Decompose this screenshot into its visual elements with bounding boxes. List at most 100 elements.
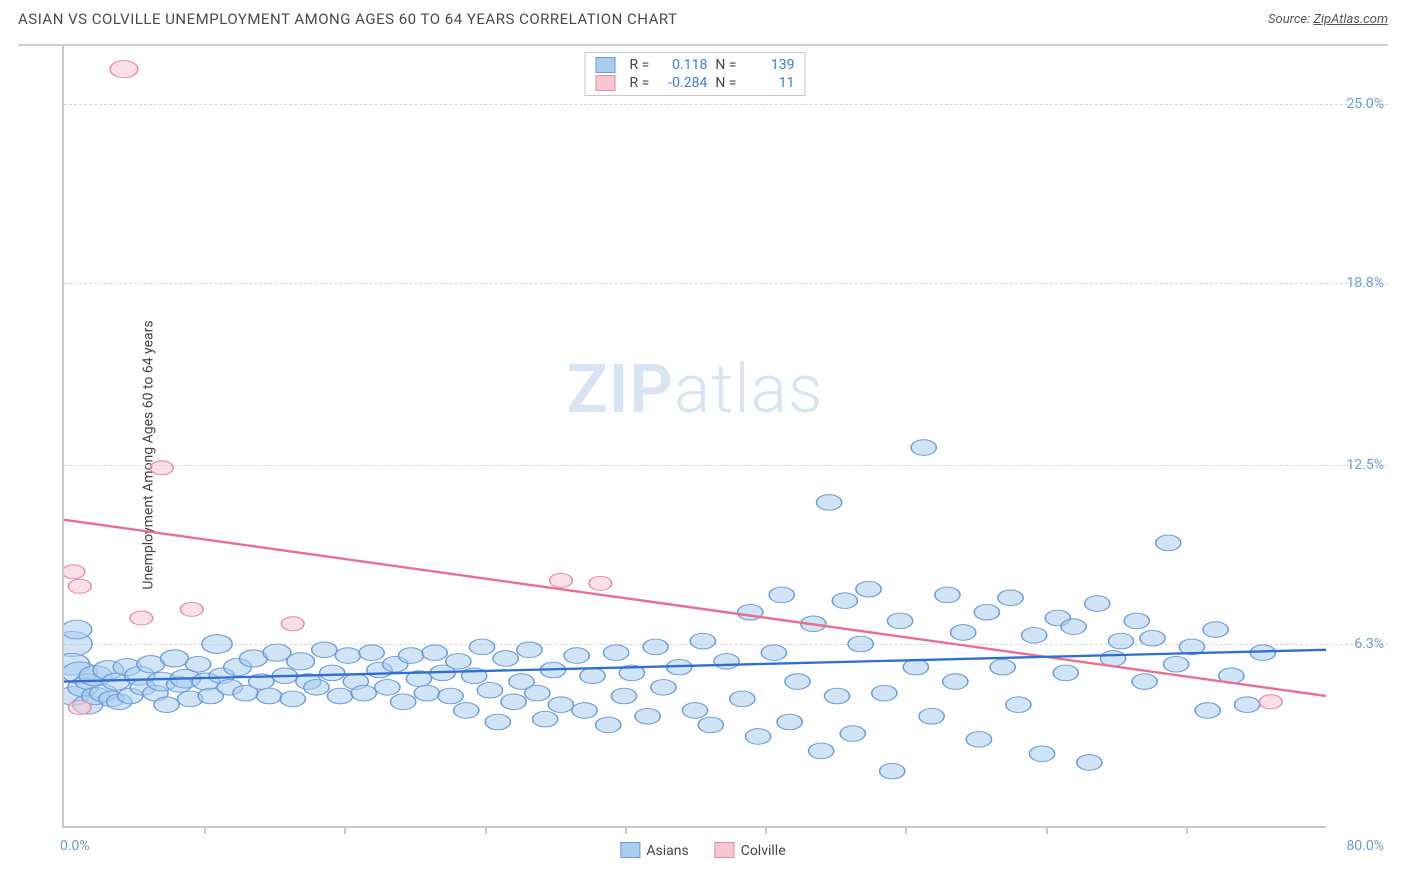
y-tick-label: 6.3% — [1354, 636, 1384, 652]
r-value: -0.284 — [657, 75, 707, 91]
legend-item: Asians — [620, 842, 688, 859]
scatter-point — [998, 590, 1023, 606]
scatter-point — [414, 685, 439, 701]
legend-swatch-icon — [715, 842, 735, 858]
legend-series: Asians Colville — [620, 842, 785, 859]
scatter-point — [785, 674, 810, 690]
scatter-point — [454, 703, 479, 719]
scatter-point — [64, 620, 92, 639]
x-min-label: 0.0% — [60, 838, 90, 854]
scatter-point — [501, 694, 526, 710]
scatter-point — [304, 680, 329, 696]
scatter-point — [64, 565, 85, 579]
scatter-point — [580, 668, 605, 684]
scatter-point — [1085, 596, 1110, 612]
scatter-point — [1195, 703, 1220, 719]
scatter-point — [185, 656, 210, 672]
scatter-point — [1108, 633, 1133, 649]
scatter-point — [809, 743, 834, 759]
scatter-point — [1164, 656, 1189, 672]
scatter-point — [391, 694, 416, 710]
scatter-point — [312, 642, 337, 658]
scatter-point — [1156, 535, 1181, 551]
scatter-point — [68, 579, 91, 593]
legend-label: Asians — [646, 843, 688, 859]
x-tick — [625, 826, 627, 834]
n-value: 11 — [744, 75, 794, 91]
legend-stats-row: R = 0.118 N = 139 — [596, 56, 795, 74]
scatter-point — [280, 691, 305, 707]
scatter-point — [1029, 746, 1054, 762]
y-tick-label: 25.0% — [1346, 96, 1384, 112]
scatter-point — [816, 495, 841, 511]
scatter-point — [974, 604, 999, 620]
scatter-point — [281, 617, 304, 631]
scatter-point — [848, 636, 873, 652]
scatter-point — [777, 714, 802, 730]
scatter-point — [690, 633, 715, 649]
scatter-point — [943, 674, 968, 690]
source-label: Source: — [1268, 12, 1313, 27]
x-tick — [485, 826, 487, 834]
scatter-point — [525, 685, 550, 701]
scatter-point — [68, 701, 91, 715]
scatter-point — [1140, 630, 1165, 646]
legend-label: Colville — [741, 843, 786, 859]
scatter-point — [872, 685, 897, 701]
legend-swatch-icon — [620, 842, 640, 858]
x-tick — [344, 826, 346, 834]
scatter-point — [154, 697, 179, 713]
scatter-point — [1235, 697, 1260, 713]
scatter-point — [919, 708, 944, 724]
scatter-point — [1203, 622, 1228, 638]
scatter-point — [911, 440, 936, 456]
scatter-point — [714, 654, 739, 670]
scatter-point — [745, 729, 770, 745]
scatter-point — [110, 61, 138, 78]
scatter-point — [161, 650, 189, 667]
y-tick-label: 18.8% — [1346, 275, 1384, 291]
scatter-point — [951, 625, 976, 641]
scatter-point — [589, 576, 612, 590]
scatter-point — [375, 680, 400, 696]
scatter-point — [202, 635, 232, 654]
scatter-point — [840, 726, 865, 742]
x-tick — [905, 826, 907, 834]
scatter-point — [422, 645, 447, 661]
scatter-point — [1061, 619, 1086, 635]
scatter-point — [935, 587, 960, 603]
scatter-point — [533, 711, 558, 727]
scatter-point — [256, 688, 281, 704]
chart-source: Source: ZipAtlas.com — [1268, 12, 1388, 27]
scatter-point — [604, 645, 629, 661]
scatter-point — [550, 573, 573, 587]
r-value: 0.118 — [657, 57, 707, 73]
n-label: N = — [715, 57, 736, 73]
scatter-point — [635, 708, 660, 724]
scatter-point — [351, 685, 376, 701]
chart-outer: Unemployment Among Ages 60 to 64 years Z… — [18, 44, 1388, 864]
legend-stats-row: R = -0.284 N = 11 — [596, 74, 795, 92]
plot-area: ZIPatlas R = 0.118 N = 139 R = -0.284 N … — [62, 46, 1326, 828]
r-label: R = — [630, 57, 650, 73]
scatter-point — [824, 688, 849, 704]
scatter-point — [180, 602, 203, 616]
source-link[interactable]: ZipAtlas.com — [1313, 12, 1388, 27]
legend-swatch-icon — [596, 57, 616, 73]
scatter-point — [398, 648, 423, 664]
x-tick — [765, 826, 767, 834]
scatter-point — [572, 703, 597, 719]
legend-swatch-icon — [596, 75, 616, 91]
scatter-point — [990, 659, 1015, 675]
scatter-point — [485, 714, 510, 730]
scatter-point — [477, 682, 502, 698]
scatter-point — [1053, 665, 1078, 681]
n-value: 139 — [744, 57, 794, 73]
scatter-point — [438, 688, 463, 704]
scatter-point — [469, 639, 494, 655]
scatter-point — [287, 653, 315, 670]
scatter-point — [698, 717, 723, 733]
scatter-point — [320, 665, 345, 681]
scatter-point — [150, 461, 173, 475]
scatter-point — [682, 703, 707, 719]
